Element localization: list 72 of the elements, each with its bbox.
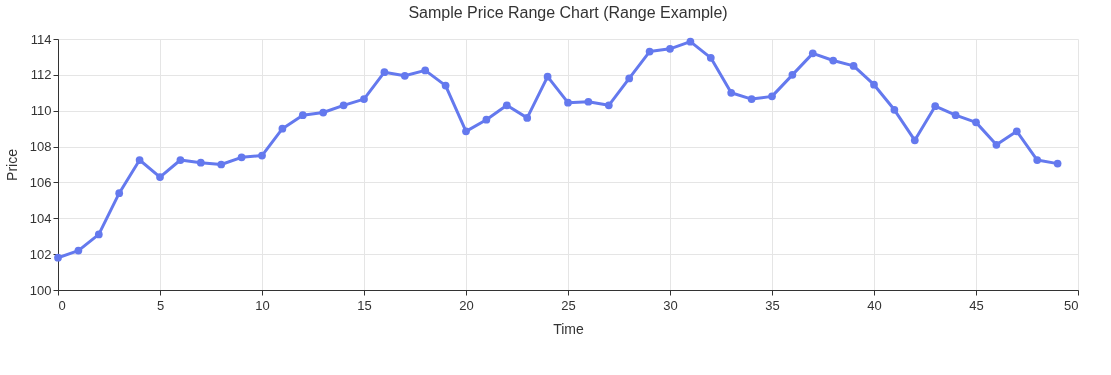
point — [176, 156, 185, 164]
y-tick-label: 104 — [29, 210, 52, 226]
chart-title: Sample Price Range Chart (Range Example) — [408, 4, 728, 21]
y-tick-label: 114 — [30, 31, 52, 47]
point — [604, 101, 613, 110]
point — [400, 71, 409, 80]
point — [278, 124, 287, 133]
point — [54, 253, 62, 262]
point — [870, 80, 878, 89]
x-tick-label: 50 — [1064, 297, 1079, 313]
point — [135, 156, 144, 164]
point — [196, 158, 205, 167]
y-axis-title: Price — [3, 148, 20, 181]
point — [543, 72, 552, 81]
point — [686, 37, 695, 46]
x-tick-label: 20 — [459, 297, 474, 313]
point — [1053, 159, 1062, 168]
y-tick-label: 100 — [29, 282, 52, 298]
point — [115, 189, 124, 198]
x-tick-label: 35 — [765, 297, 780, 313]
point — [156, 173, 164, 181]
point — [727, 88, 736, 97]
point — [482, 115, 491, 124]
point — [217, 160, 226, 169]
point — [645, 47, 654, 56]
y-tick-label: 102 — [29, 246, 52, 262]
point — [339, 101, 348, 110]
point — [1012, 127, 1021, 136]
point — [992, 140, 1001, 149]
y-tick-label: 112 — [30, 67, 52, 83]
point — [441, 81, 450, 90]
point — [808, 49, 817, 58]
point — [462, 127, 470, 136]
point — [1033, 156, 1042, 164]
x-tick-label: 25 — [561, 297, 576, 313]
point — [625, 74, 634, 83]
x-tick-label: 40 — [867, 297, 882, 313]
point — [931, 102, 940, 111]
y-tick-label: 108 — [29, 139, 52, 155]
point — [94, 230, 103, 239]
point — [502, 101, 511, 110]
point — [788, 70, 797, 79]
x-tick-label: 30 — [663, 297, 678, 313]
point — [258, 151, 266, 160]
point — [890, 105, 899, 114]
point — [298, 111, 307, 120]
x-axis-title: Time — [553, 320, 585, 337]
point — [768, 92, 776, 101]
point — [360, 95, 368, 103]
point — [666, 45, 674, 53]
point — [829, 56, 838, 65]
point — [584, 97, 593, 106]
x-tick-label: 5 — [156, 297, 165, 313]
x-tick-label: 10 — [255, 297, 270, 313]
y-tick-label: 110 — [30, 103, 52, 119]
x-tick-label: 15 — [357, 297, 372, 313]
x-tick-label: 0 — [58, 297, 66, 313]
point — [747, 95, 756, 103]
point — [237, 153, 246, 162]
point — [319, 108, 328, 117]
point — [706, 53, 715, 62]
point — [849, 62, 858, 70]
point — [74, 246, 83, 255]
point — [564, 98, 572, 107]
point — [910, 136, 919, 145]
point — [421, 66, 430, 75]
point — [951, 111, 960, 120]
point — [380, 68, 389, 77]
y-tick-label: 106 — [29, 174, 52, 190]
x-tick-label: 45 — [969, 297, 984, 313]
point — [523, 114, 532, 122]
point — [972, 118, 980, 127]
